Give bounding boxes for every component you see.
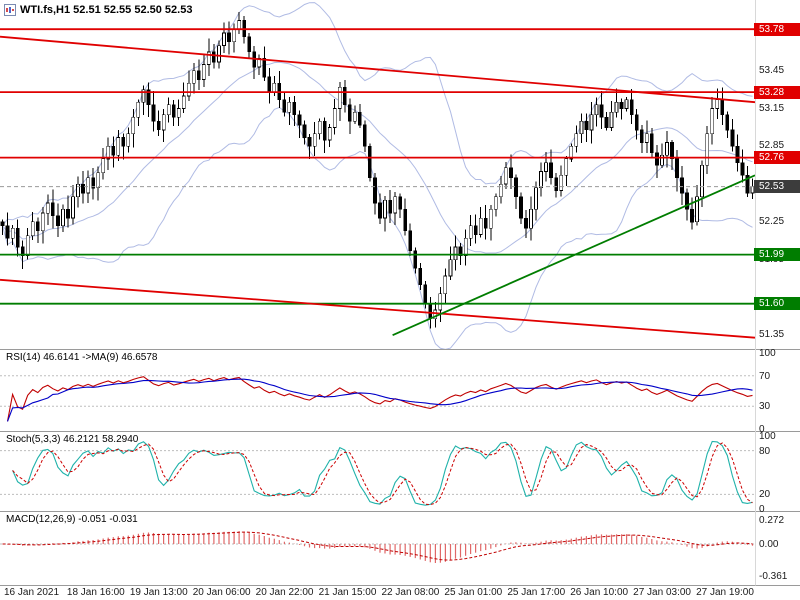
time-axis-label: 26 Jan 10:00	[570, 587, 629, 598]
macd-axis-tick: 0.272	[759, 515, 785, 527]
price-level-badge: 53.78	[754, 22, 800, 36]
macd-signal-line	[2, 531, 753, 561]
time-axis-label: 27 Jan 03:00	[633, 587, 691, 598]
time-axis-label: 25 Jan 01:00	[444, 587, 503, 598]
time-axis-label: 18 Jan 16:00	[66, 587, 125, 598]
current-price-badge: 52.53	[754, 180, 800, 194]
price-axis-tick: 53.45	[759, 64, 785, 76]
rsi-line	[6, 376, 753, 422]
trendline[interactable]	[0, 278, 756, 339]
stoch-axis-tick: 0	[759, 504, 765, 515]
price-level-badge: 51.60	[754, 297, 800, 311]
time-axis-label: 22 Jan 08:00	[381, 587, 440, 598]
rsi-axis-tick: 70	[759, 370, 771, 382]
bollinger-upper-band	[2, 2, 753, 226]
price-level-badge: 52.76	[754, 151, 800, 165]
macd-histogram	[6, 531, 754, 563]
stoch-d-line	[12, 442, 753, 506]
time-axis-label: 27 Jan 19:00	[696, 587, 754, 598]
rsi-axis-tick: 0	[759, 424, 765, 435]
rsi-axis-tick: 30	[759, 401, 771, 413]
stoch-axis-tick: 100	[759, 431, 776, 442]
chart-icon	[4, 4, 16, 16]
price-axis-tick: 52.25	[759, 215, 785, 227]
time-axis-label: 20 Jan 22:00	[255, 587, 314, 598]
bollinger-middle-band	[2, 61, 753, 254]
price-level-badge: 51.99	[754, 248, 800, 262]
stoch-axis-tick: 80	[759, 445, 771, 457]
symbol-ohlc-text: WTI.fs,H1 52.51 52.55 52.50 52.53	[20, 4, 193, 16]
price-axis-tick: 53.15	[759, 102, 785, 114]
price-axis-tick: 52.85	[759, 140, 785, 152]
stoch-axis-tick: 20	[759, 489, 771, 501]
time-axis-label: 16 Jan 2021	[4, 587, 60, 598]
macd-axis-tick: -0.361	[759, 570, 788, 582]
time-axis-label: 21 Jan 15:00	[318, 587, 377, 598]
bollinger-lower-band	[2, 106, 753, 350]
symbol-ohlc-label: WTI.fs,H1 52.51 52.55 52.50 52.53	[4, 4, 192, 16]
rsi-ma-line	[6, 378, 753, 422]
time-axis-label: 25 Jan 17:00	[507, 587, 566, 598]
trendline[interactable]	[392, 174, 756, 337]
stoch-indicator-label: Stoch(5,3,3) 46.2121 58.2940	[6, 434, 139, 445]
candlesticks	[0, 12, 755, 329]
price-axis-tick: 51.35	[759, 329, 785, 341]
time-axis-label: 20 Jan 06:00	[192, 587, 251, 598]
rsi-indicator-label: RSI(14) 46.6141 ->MA(9) 46.6578	[6, 352, 158, 363]
price-level-badge: 53.28	[754, 85, 800, 99]
macd-indicator-label: MACD(12,26,9) -0.051 -0.031	[6, 514, 138, 525]
time-axis-label: 19 Jan 13:00	[129, 587, 188, 598]
rsi-axis-tick: 100	[759, 348, 776, 359]
trendline[interactable]	[0, 35, 756, 104]
macd-axis-tick: 0.00	[759, 539, 779, 551]
